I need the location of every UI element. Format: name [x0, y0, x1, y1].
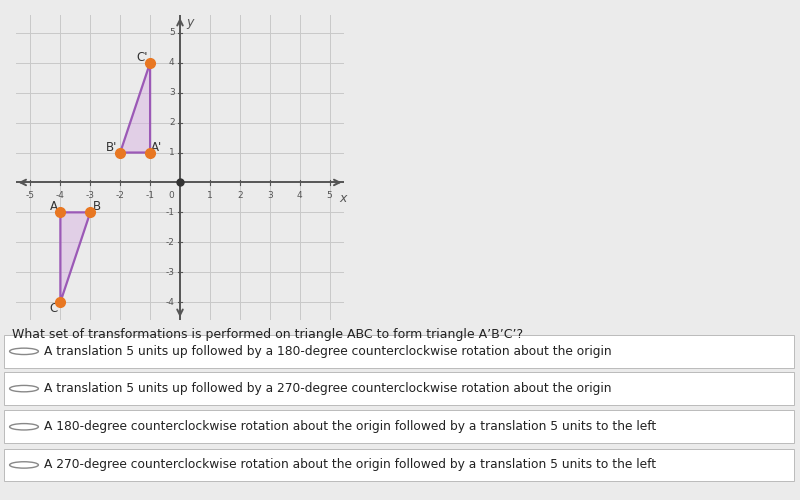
FancyBboxPatch shape: [4, 410, 794, 443]
Circle shape: [10, 386, 38, 392]
Text: x: x: [339, 192, 346, 205]
Text: 3: 3: [267, 191, 273, 200]
Text: C: C: [50, 302, 58, 315]
Text: 5: 5: [169, 28, 174, 38]
Text: 2: 2: [237, 191, 242, 200]
Text: -1: -1: [146, 191, 154, 200]
Text: A 270-degree counterclockwise rotation about the origin followed by a translatio: A 270-degree counterclockwise rotation a…: [44, 458, 656, 471]
Text: -4: -4: [56, 191, 65, 200]
Circle shape: [10, 348, 38, 354]
Text: A translation 5 units up followed by a 270-degree counterclockwise rotation abou: A translation 5 units up followed by a 2…: [44, 382, 611, 395]
Text: What set of transformations is performed on triangle ABC to form triangle A’B’C’: What set of transformations is performed…: [12, 328, 523, 341]
Text: C': C': [136, 51, 147, 64]
Text: -2: -2: [166, 238, 174, 247]
Text: 1: 1: [207, 191, 213, 200]
Circle shape: [10, 424, 38, 430]
Text: A translation 5 units up followed by a 180-degree counterclockwise rotation abou: A translation 5 units up followed by a 1…: [44, 345, 612, 358]
Text: -3: -3: [86, 191, 94, 200]
Text: 4: 4: [169, 58, 174, 68]
Text: -3: -3: [166, 268, 174, 276]
Text: 2: 2: [169, 118, 174, 127]
Text: -2: -2: [116, 191, 125, 200]
Text: -5: -5: [26, 191, 35, 200]
Text: 3: 3: [169, 88, 174, 97]
Text: B': B': [106, 140, 118, 153]
Text: 5: 5: [326, 191, 332, 200]
Text: A 180-degree counterclockwise rotation about the origin followed by a translatio: A 180-degree counterclockwise rotation a…: [44, 420, 656, 434]
Polygon shape: [60, 212, 90, 302]
FancyBboxPatch shape: [4, 448, 794, 482]
Polygon shape: [120, 63, 150, 152]
FancyBboxPatch shape: [4, 335, 794, 368]
Text: 1: 1: [169, 148, 174, 157]
Text: -4: -4: [166, 298, 174, 306]
Text: 0: 0: [169, 191, 174, 200]
Text: A': A': [151, 140, 162, 153]
Text: A: A: [50, 200, 58, 213]
Text: 4: 4: [297, 191, 302, 200]
Circle shape: [10, 462, 38, 468]
FancyBboxPatch shape: [4, 372, 794, 405]
Text: y: y: [186, 16, 194, 30]
Text: B: B: [93, 200, 101, 213]
Text: -1: -1: [166, 208, 174, 217]
